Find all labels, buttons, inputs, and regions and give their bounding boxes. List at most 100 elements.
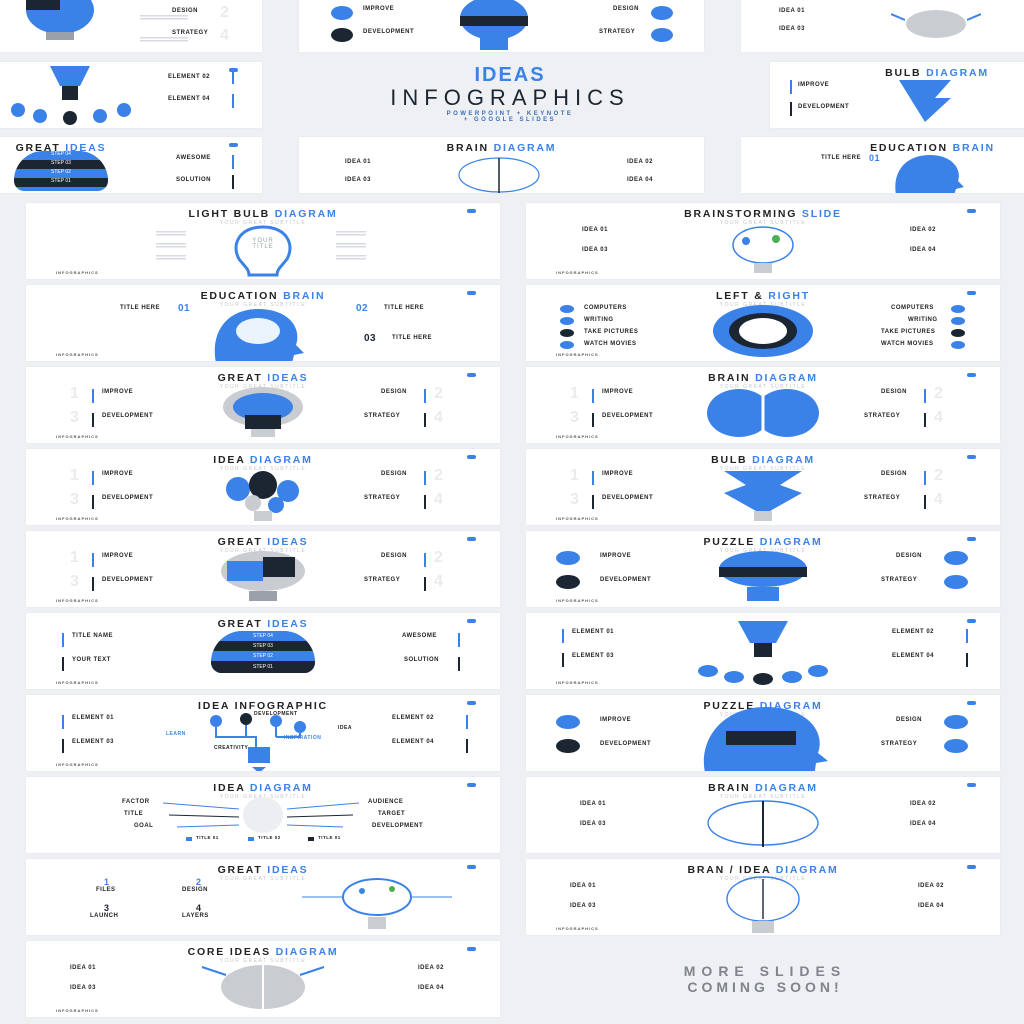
slide-title: PUZZLE DIAGRAM bbox=[703, 536, 823, 548]
slide-great-ideas-4[interactable]: GREAT IDEAS YOUR GREAT SUBTITLE 1 FILES … bbox=[26, 859, 500, 935]
label-strategy: STRATEGY bbox=[881, 577, 918, 583]
label-improve: IMPROVE bbox=[798, 82, 830, 88]
label-your-text: YOUR TEXT bbox=[72, 657, 111, 663]
slide-light-bulb-diagram[interactable]: LIGHT BULB DIAGRAM YOUR GREAT SUBTITLE Y… bbox=[26, 203, 500, 279]
legend-title-03: TITLE 01 bbox=[318, 835, 341, 840]
label-improve: IMPROVE bbox=[600, 553, 632, 559]
thumb-brain-diagram-top[interactable]: BRAIN DIAGRAM IDEA 01 IDEA 03 IDEA 02 ID… bbox=[299, 137, 704, 193]
ring-brain-illustration bbox=[713, 305, 813, 357]
bulb-tree-illustration bbox=[698, 621, 828, 685]
slide-brain-diagram-2[interactable]: BRAIN DIAGRAM YOUR GREAT SUBTITLE IDEA 0… bbox=[526, 777, 1000, 853]
slide-brain-diagram-1[interactable]: BRAIN DIAGRAM YOUR GREAT SUBTITLE 1 3 IM… bbox=[526, 367, 1000, 443]
bulb-center-title: YOUR TITLE bbox=[252, 238, 274, 250]
slide-subtitle: YOUR GREAT SUBTITLE bbox=[219, 220, 307, 226]
label-files: FILES bbox=[96, 887, 116, 893]
slide-idea-diagram-2[interactable]: IDEA DIAGRAM YOUR GREAT SUBTITLE FACTOR … bbox=[26, 777, 500, 853]
ribbon-bulb-illustration bbox=[724, 471, 802, 521]
slide-title: GREAT IDEAS bbox=[217, 618, 309, 630]
label-title-here: TITLE HERE bbox=[120, 305, 161, 311]
slide-subtitle: YOUR GREAT SUBTITLE bbox=[719, 794, 807, 800]
slide-left-right[interactable]: LEFT & RIGHT YOUR GREAT SUBTITLE COMPUTE… bbox=[526, 285, 1000, 361]
label-design-right: DESIGN bbox=[613, 6, 640, 12]
slide-brainstorming[interactable]: BRAINSTORMING SLIDE YOUR GREAT SUBTITLE … bbox=[526, 203, 1000, 279]
slide-title: EDUCATION BRAIN bbox=[200, 290, 326, 302]
slide-elements[interactable]: ELEMENT 01 ELEMENT 03 ELEMENT 02 ELEMENT… bbox=[526, 613, 1000, 689]
slide-bran-idea-diagram[interactable]: BRAN / IDEA DIAGRAM YOUR GREAT SUBTITLE … bbox=[526, 859, 1000, 935]
thumb-elements-top[interactable]: ELEMENT 02 ELEMENT 04 bbox=[0, 62, 262, 128]
slide-subtitle: YOUR GREAT SUBTITLE bbox=[719, 466, 807, 472]
slide-footer: INFOGRAPHICS bbox=[56, 1008, 99, 1013]
slide-title: BRAINSTORMING SLIDE bbox=[684, 208, 842, 220]
label-development: DEVELOPMENT bbox=[372, 823, 424, 829]
slide-footer: INFOGRAPHICS bbox=[556, 516, 599, 521]
label-design: DESIGN bbox=[881, 471, 908, 477]
label-element-01: ELEMENT 01 bbox=[72, 715, 115, 721]
thumb-core-ideas-top[interactable]: IDEA 01 IDEA 03 bbox=[741, 0, 1024, 52]
label-computers: COMPUTERS bbox=[584, 305, 627, 311]
slide-footer: INFOGRAPHICS bbox=[556, 680, 599, 685]
label-writing: WRITING bbox=[584, 317, 614, 323]
puzzle-bulb-illustration bbox=[719, 551, 807, 601]
label-idea-01: IDEA 01 bbox=[582, 227, 608, 233]
label-idea-04: IDEA 04 bbox=[627, 177, 653, 183]
label-element-04: ELEMENT 04 bbox=[392, 739, 435, 745]
label-development: DEVELOPMENT bbox=[600, 741, 652, 747]
label-improve: IMPROVE bbox=[102, 389, 134, 395]
label-idea-03: IDEA 03 bbox=[570, 903, 596, 909]
label-idea-03: IDEA 03 bbox=[779, 26, 805, 32]
head-brain-illustration bbox=[214, 309, 304, 361]
pipes-bulb-illustration bbox=[210, 713, 306, 771]
label-idea-03: IDEA 03 bbox=[580, 821, 606, 827]
label-watch-movies: WATCH MOVIES bbox=[584, 341, 637, 347]
slide-title: GREAT IDEAS bbox=[217, 372, 309, 384]
slide-education-brain[interactable]: EDUCATION BRAIN YOUR GREAT SUBTITLE TITL… bbox=[26, 285, 500, 361]
slide-footer: INFOGRAPHICS bbox=[556, 598, 599, 603]
thumb-puzzle-top[interactable]: IMPROVE DEVELOPMENT DESIGN STRATEGY bbox=[299, 0, 704, 52]
slide-great-ideas-2[interactable]: GREAT IDEAS YOUR GREAT SUBTITLE 1 3 IMPR… bbox=[26, 531, 500, 607]
slide-title: BRAIN DIAGRAM bbox=[708, 782, 818, 794]
number-01: 01 bbox=[178, 303, 191, 314]
slide-title: BRAN / IDEA DIAGRAM bbox=[687, 864, 839, 876]
slide-core-ideas-diagram[interactable]: CORE IDEAS DIAGRAM YOUR GREAT SUBTITLE I… bbox=[26, 941, 500, 1017]
label-design: DESIGN bbox=[172, 8, 199, 14]
puzzle-head-illustration bbox=[703, 707, 828, 771]
slide-footer: INFOGRAPHICS bbox=[56, 352, 99, 357]
slide-subtitle: YOUR GREAT SUBTITLE bbox=[719, 876, 807, 882]
slide-subtitle: YOUR GREAT SUBTITLE bbox=[219, 876, 307, 882]
label-element-04: ELEMENT 04 bbox=[168, 96, 211, 102]
slide-puzzle-diagram-2[interactable]: PUZZLE DIAGRAM YOUR GREAT SUBTITLE IMPRO… bbox=[526, 695, 1000, 771]
label-awesome: AWESOME bbox=[176, 155, 211, 161]
slide-title: LEFT & RIGHT bbox=[716, 290, 810, 302]
label-learn: LEARN bbox=[166, 731, 186, 737]
slide-idea-diagram-1[interactable]: IDEA DIAGRAM YOUR GREAT SUBTITLE 1 3 IMP… bbox=[26, 449, 500, 525]
slide-title: BRAIN DIAGRAM bbox=[708, 372, 818, 384]
label-strategy: STRATEGY bbox=[881, 741, 918, 747]
slide-bulb-diagram[interactable]: BULB DIAGRAM YOUR GREAT SUBTITLE 1 3 IMP… bbox=[526, 449, 1000, 525]
hero-title-ideas: IDEAS bbox=[474, 64, 546, 86]
label-element-03: ELEMENT 03 bbox=[572, 653, 615, 659]
brainstorm-bulb-illustration bbox=[732, 226, 794, 273]
label-factor: FACTOR bbox=[122, 799, 150, 805]
number-03: 03 bbox=[364, 333, 377, 344]
thumb-education-brain-top[interactable]: EDUCATION BRAIN TITLE HERE 01 bbox=[741, 137, 1024, 193]
slide-great-ideas-3[interactable]: GREAT IDEAS TITLE NAME YOUR TEXT STEP 04… bbox=[26, 613, 500, 689]
label-strategy: STRATEGY bbox=[172, 30, 209, 36]
slide-title: BULB DIAGRAM bbox=[711, 454, 815, 466]
slide-footer: INFOGRAPHICS bbox=[56, 434, 99, 439]
number-3: 3 bbox=[104, 903, 110, 913]
slide-puzzle-diagram-1[interactable]: PUZZLE DIAGRAM YOUR GREAT SUBTITLE IMPRO… bbox=[526, 531, 1000, 607]
slide-subtitle: YOUR GREAT SUBTITLE bbox=[219, 384, 307, 390]
slide-idea-infographic[interactable]: IDEA INFOGRAPHIC ELEMENT 01 ELEMENT 03 D… bbox=[26, 695, 500, 771]
slide-subtitle: YOUR GREAT SUBTITLE bbox=[526, 302, 1000, 308]
slide-footer: INFOGRAPHICS bbox=[56, 270, 99, 275]
thumb-great-ideas-top[interactable]: DESIGN STRATEGY 2 4 bbox=[0, 0, 262, 52]
slide-subtitle: YOUR GREAT SUBTITLE bbox=[219, 302, 307, 308]
label-design: DESIGN bbox=[896, 717, 923, 723]
slide-title: GREAT IDEAS bbox=[217, 864, 309, 876]
slide-great-ideas-1[interactable]: GREAT IDEAS YOUR GREAT SUBTITLE 1 3 IMPR… bbox=[26, 367, 500, 443]
label-idea-02: IDEA 02 bbox=[627, 159, 653, 165]
label-creativity: CREATIVITY bbox=[214, 745, 249, 751]
thumb-great-ideas-steps-top[interactable]: GREAT IDEAS STEP 04 STEP 03 STEP 02 STEP… bbox=[0, 137, 262, 193]
thumb-bulb-diagram-top[interactable]: BULB DIAGRAM IMPROVE DEVELOPMENT bbox=[770, 62, 1024, 128]
slide-title: BRAIN DIAGRAM bbox=[446, 142, 557, 154]
